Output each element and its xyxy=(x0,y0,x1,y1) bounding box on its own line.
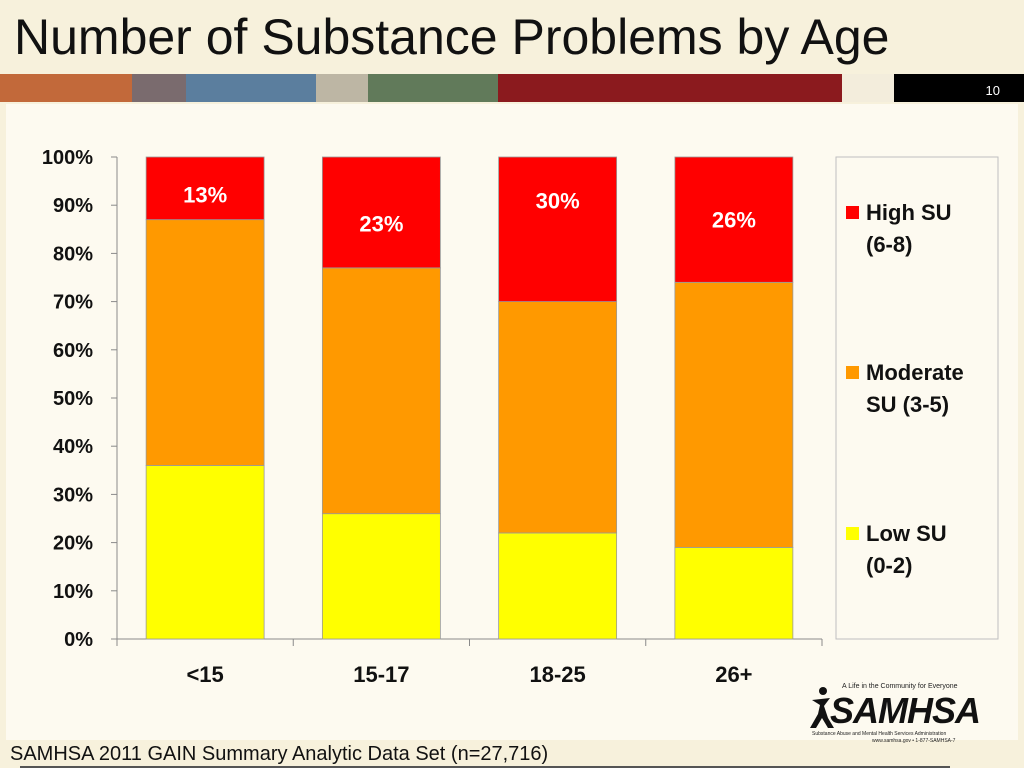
bar-segment xyxy=(674,156,794,283)
legend-label: High SU xyxy=(866,200,952,225)
samhsa-tagline: A Life in the Community for Everyone xyxy=(842,683,958,690)
strip-segment xyxy=(368,74,498,102)
samhsa-subtitle: Substance Abuse and Mental Health Servic… xyxy=(812,731,947,737)
strip-segment xyxy=(186,74,316,102)
strip-segment xyxy=(894,74,1024,102)
samhsa-figure-icon xyxy=(810,687,834,728)
legend-label: Moderate xyxy=(866,360,964,385)
legend-label: Low SU xyxy=(866,521,947,546)
y-tick-label: 90% xyxy=(53,195,93,217)
title-band: Number of Substance Problems by Age xyxy=(0,0,1024,74)
strip-segment xyxy=(842,74,894,102)
strip-segment xyxy=(0,74,132,102)
bar-segment xyxy=(498,532,618,640)
strip-segment xyxy=(316,74,368,102)
data-label: 23% xyxy=(359,212,403,237)
data-label: 26% xyxy=(712,208,756,233)
y-tick-label: 70% xyxy=(53,292,93,314)
y-tick-label: 100% xyxy=(42,147,93,169)
bar-segment xyxy=(145,219,265,466)
source-underline xyxy=(20,766,950,768)
legend-box xyxy=(835,156,999,640)
source-note: SAMHSA 2011 GAIN Summary Analytic Data S… xyxy=(10,743,549,765)
bar-segment xyxy=(321,267,441,515)
legend-label: (6-8) xyxy=(866,232,912,257)
legend-swatch xyxy=(846,366,859,379)
legend-label: SU (3-5) xyxy=(866,392,949,417)
y-tick-label: 40% xyxy=(53,436,93,458)
legend-swatch xyxy=(846,527,859,540)
decorative-color-strip xyxy=(0,74,1024,102)
bar-segment xyxy=(145,465,265,640)
stacked-bar-chart: 0% 10% 20% 30% 40% 50% 60% 70% 80% 90% 100% <15 15-1… xyxy=(42,147,999,687)
strip-segment xyxy=(498,74,842,102)
x-tick-label: <15 xyxy=(186,662,223,687)
y-tick-label: 80% xyxy=(53,243,93,265)
bar-segment xyxy=(674,547,794,640)
x-tick-label: 15-17 xyxy=(353,662,409,687)
bar-segment xyxy=(321,156,441,269)
bar-segment xyxy=(498,301,618,534)
legend-label: (0-2) xyxy=(866,553,912,578)
y-tick-label: 20% xyxy=(53,533,93,555)
bar-segment xyxy=(498,156,618,303)
y-tick-label: 60% xyxy=(53,340,93,362)
data-label: 13% xyxy=(183,183,227,208)
data-label: 30% xyxy=(536,188,580,213)
legend-swatch xyxy=(846,206,859,219)
bar-segment xyxy=(321,513,441,640)
samhsa-wordmark: SAMHSA xyxy=(830,690,981,731)
y-tick-label: 30% xyxy=(53,484,93,506)
y-tick-label: 50% xyxy=(53,388,93,410)
slide-number: 10 xyxy=(985,83,1000,98)
x-tick-label: 26+ xyxy=(715,662,752,687)
y-tick-label: 0% xyxy=(64,629,93,651)
strip-segment xyxy=(132,74,186,102)
slide-title: Number of Substance Problems by Age xyxy=(14,9,890,65)
x-tick-label: 18-25 xyxy=(529,662,585,687)
samhsa-contact: www.samhsa.gov • 1-877-SAMHSA-7 xyxy=(872,738,956,744)
bar-segment xyxy=(674,281,794,548)
y-tick-label: 10% xyxy=(53,581,93,603)
bar-segment xyxy=(145,156,265,221)
